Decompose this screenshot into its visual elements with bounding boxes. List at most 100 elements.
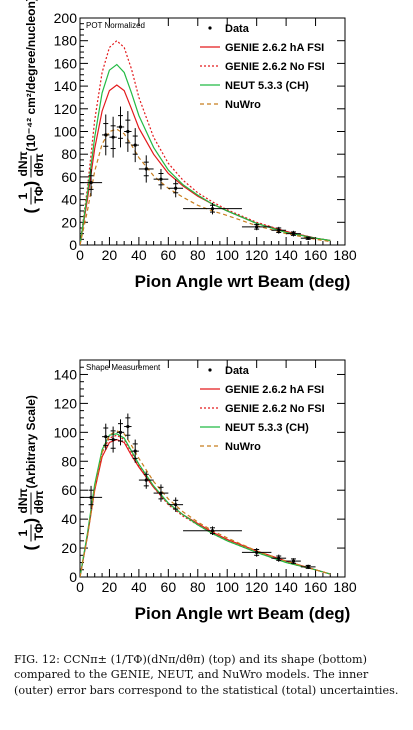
x-tick-label: 40 bbox=[131, 247, 147, 263]
data-marker bbox=[144, 478, 148, 482]
data-marker bbox=[210, 207, 215, 211]
x-tick-label: 180 bbox=[333, 247, 357, 263]
data-marker bbox=[126, 129, 130, 134]
x-axis-title: Pion Angle wrt Beam (deg) bbox=[135, 272, 351, 291]
data-marker bbox=[144, 167, 148, 171]
data-marker bbox=[159, 177, 163, 181]
data-point bbox=[102, 423, 110, 450]
y-axis-title: (1 TΦ) dNπ dθπ (Arbitrary Scale) bbox=[16, 395, 46, 550]
y-title-dn-bottom: dθπ bbox=[32, 490, 46, 513]
y-axis: 0 20 40 60 80 100 120 140 bbox=[54, 366, 345, 585]
y-title-dn-bottom: dθπ bbox=[32, 153, 46, 176]
data-point bbox=[241, 548, 272, 557]
data-marker bbox=[174, 186, 178, 190]
y-title-paren-left: ( bbox=[21, 208, 40, 214]
x-tick-label: 20 bbox=[102, 579, 118, 595]
data-marker bbox=[291, 559, 296, 563]
legend-label-3: NuWro bbox=[225, 441, 261, 453]
data-point bbox=[286, 230, 301, 237]
data-points bbox=[80, 413, 316, 570]
data-marker bbox=[291, 232, 296, 236]
series-line-1 bbox=[80, 39, 331, 245]
figure-caption-text: FIG. 12: CCNπ± (1/TΦ)(dNπ/dθπ) (top) and… bbox=[14, 653, 399, 697]
data-point bbox=[138, 471, 154, 489]
y-title-frac-top: 1 bbox=[16, 530, 30, 537]
data-point bbox=[131, 439, 139, 463]
x-tick-label: 60 bbox=[161, 247, 177, 263]
data-point bbox=[271, 554, 287, 562]
data-marker bbox=[255, 550, 259, 555]
data-point bbox=[168, 179, 184, 198]
corner-annotation: POT Normalized bbox=[86, 21, 145, 30]
data-point bbox=[183, 526, 242, 536]
legend-label-2: NEUT 5.3.3 (CH) bbox=[225, 80, 309, 92]
data-marker bbox=[118, 430, 123, 434]
data-point bbox=[109, 426, 117, 453]
legend-data-label: Data bbox=[225, 23, 250, 35]
legend-label-3: NuWro bbox=[225, 99, 261, 111]
y-tick-label: 100 bbox=[54, 424, 78, 440]
y-tick-label: 160 bbox=[54, 55, 78, 71]
data-marker bbox=[277, 556, 281, 560]
series-line-3 bbox=[80, 430, 331, 577]
x-axis: 0 20 40 60 80 100 120 140 160 180 bbox=[76, 360, 357, 595]
data-marker bbox=[126, 424, 130, 429]
data-marker bbox=[89, 180, 93, 185]
y-tick-label: 200 bbox=[54, 10, 78, 26]
data-marker bbox=[174, 503, 178, 507]
x-tick-label: 120 bbox=[245, 247, 269, 263]
x-tick-label: 60 bbox=[161, 579, 177, 595]
series-line-0 bbox=[80, 438, 331, 577]
y-tick-label: 140 bbox=[54, 78, 78, 94]
y-axis: 0 20 40 60 80 100 120 140 160 180 200 bbox=[54, 10, 345, 253]
x-tick-label: 100 bbox=[216, 579, 240, 595]
x-axis: 0 20 40 60 80 100 120 140 160 180 bbox=[76, 18, 357, 263]
x-tick-label: 40 bbox=[131, 579, 147, 595]
series-line-2 bbox=[80, 433, 331, 577]
figure-caption: FIG. 12: CCNπ± (1/TΦ)(dNπ/dθπ) (top) and… bbox=[14, 652, 404, 698]
y-tick-label: 100 bbox=[54, 124, 78, 140]
data-points bbox=[80, 106, 316, 240]
corner-annotation: Shape Measurement bbox=[86, 363, 161, 372]
data-point bbox=[168, 497, 184, 512]
y-tick-label: 80 bbox=[61, 146, 77, 162]
y-title-paren-right: ) bbox=[21, 181, 40, 187]
data-marker bbox=[306, 236, 310, 240]
y-tick-label: 140 bbox=[54, 366, 78, 382]
y-tick-label: 180 bbox=[54, 33, 78, 49]
y-tick-label: 60 bbox=[61, 169, 77, 185]
y-tick-label: 120 bbox=[54, 101, 78, 117]
data-point bbox=[153, 484, 169, 502]
x-tick-label: 120 bbox=[245, 579, 269, 595]
y-title-frac-bottom: TΦ bbox=[32, 523, 46, 540]
legend-data-marker bbox=[208, 368, 212, 372]
data-point bbox=[131, 128, 139, 163]
y-title-paren-right: ) bbox=[21, 518, 40, 524]
y-title-dn-top: dNπ bbox=[16, 151, 30, 176]
y-tick-label: 120 bbox=[54, 395, 78, 411]
chart-bottom: 0 20 40 60 80 100 120 140 160 180 0 20 40 60 80 100 120 1… bbox=[0, 345, 413, 645]
x-tick-label: 20 bbox=[102, 247, 118, 263]
data-point bbox=[116, 419, 125, 446]
data-marker bbox=[159, 491, 163, 495]
data-point bbox=[271, 226, 287, 234]
chart-svg: 0 20 40 60 80 100 120 140 160 180 0 20 40 60 80 100 120 1… bbox=[16, 359, 357, 623]
y-tick-label: 20 bbox=[61, 214, 77, 230]
data-point bbox=[138, 155, 154, 183]
data-point bbox=[80, 485, 103, 510]
data-marker bbox=[255, 225, 259, 229]
series-line-0 bbox=[80, 84, 331, 245]
data-marker bbox=[104, 133, 108, 137]
data-marker bbox=[111, 437, 115, 442]
x-tick-label: 160 bbox=[304, 247, 328, 263]
x-tick-label: 140 bbox=[274, 247, 298, 263]
data-point bbox=[116, 106, 125, 148]
x-tick-label: 0 bbox=[76, 579, 84, 595]
x-tick-label: 80 bbox=[190, 247, 206, 263]
x-tick-label: 180 bbox=[333, 579, 357, 595]
y-title-dn-top: dNπ bbox=[16, 488, 30, 513]
data-point bbox=[124, 413, 132, 440]
data-point bbox=[183, 203, 242, 215]
y-axis-title: (1 TΦ) dNπ dθπ(10⁻⁴² cm²/degree/nucleon) bbox=[16, 0, 46, 214]
y-tick-label: 60 bbox=[61, 482, 77, 498]
